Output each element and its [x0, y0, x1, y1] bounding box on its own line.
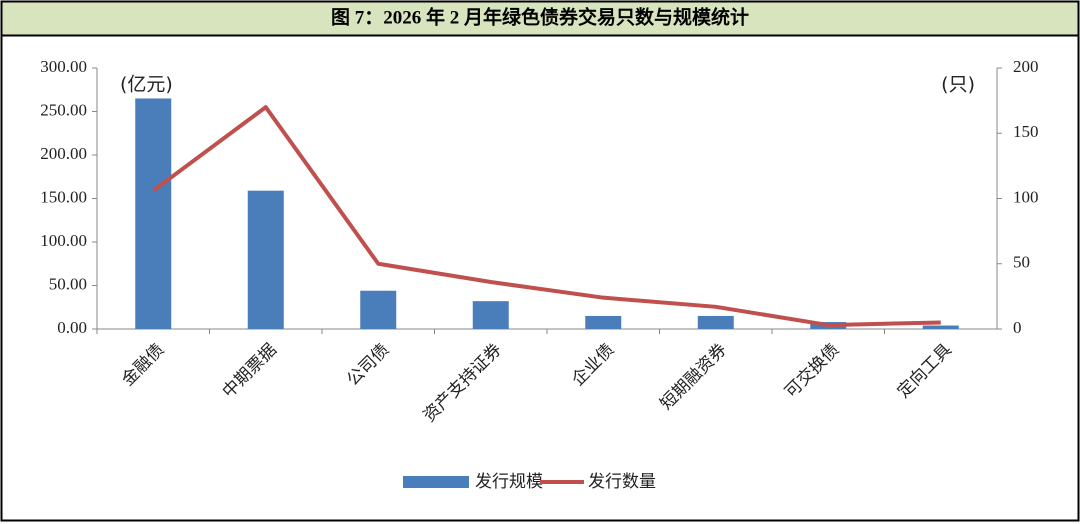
bar [360, 290, 397, 329]
legend-label: 发行规模 [475, 472, 543, 492]
y-tick-label: 150.00 [40, 187, 87, 206]
legend-label: 发行数量 [588, 472, 656, 492]
y2-tick-label: 100 [1013, 187, 1039, 206]
y2-tick-label: 200 [1013, 57, 1039, 76]
y-tick-label: 200.00 [40, 144, 87, 163]
bar [697, 315, 734, 329]
y2-tick-label: 0 [1013, 318, 1022, 337]
y2-unit: (只) [941, 74, 975, 96]
bar [247, 190, 284, 329]
bar [472, 301, 509, 329]
y-tick-label: 0.00 [57, 318, 87, 337]
y-tick-label: 300.00 [40, 57, 87, 76]
y2-tick-label: 150 [1013, 122, 1039, 141]
bar [922, 325, 959, 329]
line-series [152, 105, 941, 328]
legend-swatch [403, 476, 469, 488]
y-tick-label: 50.00 [49, 274, 87, 293]
y-tick-label: 250.00 [40, 100, 87, 119]
y-unit: (亿元) [120, 74, 173, 96]
bar [135, 98, 172, 329]
chart-title: 图 7：2026 年 2 月年绿色债券交易只数与规模统计 [331, 5, 749, 28]
y-tick-label: 100.00 [40, 231, 87, 250]
bar [585, 315, 622, 329]
y2-tick-label: 50 [1013, 253, 1030, 272]
title-bar [0, 0, 1080, 37]
